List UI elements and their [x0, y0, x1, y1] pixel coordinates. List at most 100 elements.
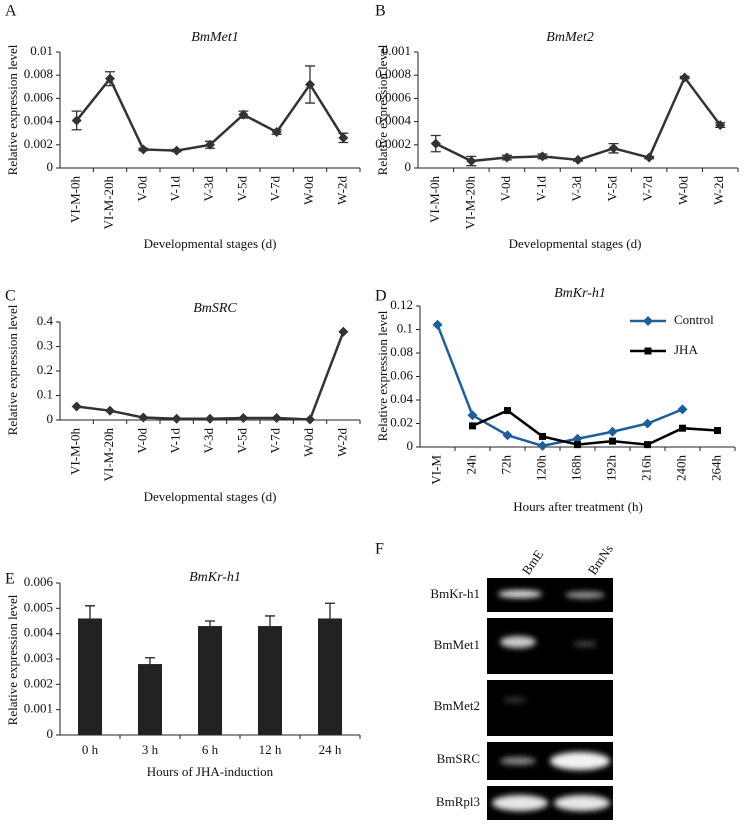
x-tick-label: 120h: [533, 455, 548, 482]
gel-row-label: BmMet1: [434, 637, 480, 652]
x-tick-label: V-1d: [168, 176, 183, 202]
y-tick-label: 0.0008: [375, 66, 411, 81]
gel-box: [487, 680, 613, 736]
x-tick-label: 192h: [603, 455, 618, 482]
legend-label: JHA: [674, 342, 698, 357]
error-bar: [145, 657, 155, 672]
marker: [305, 414, 315, 425]
marker: [607, 426, 618, 437]
x-tick-label: 0 h: [82, 742, 99, 757]
x-tick-label: 72h: [498, 455, 513, 475]
bar: [198, 626, 222, 735]
x-axis-label: Developmental stages (d): [144, 489, 277, 504]
y-tick-label: 0.008: [24, 66, 53, 81]
band: [503, 697, 527, 703]
x-tick-label: V-3d: [201, 176, 216, 202]
y-tick-label: 0.001: [382, 43, 411, 58]
y-tick-label: 0.1: [397, 320, 413, 335]
y-tick-label: 0.08: [390, 344, 413, 359]
band: [550, 752, 610, 770]
y-axis-label: Relative expression level: [5, 304, 20, 435]
marker: [642, 418, 653, 429]
x-tick-label: VI-M-20h: [462, 176, 477, 230]
x-tick-label: VI-M-0h: [68, 176, 83, 223]
x-tick-label: VI-M-0h: [427, 176, 442, 223]
line: [76, 331, 345, 421]
band: [492, 795, 548, 811]
marker: [71, 401, 82, 412]
y-tick-label: 0.005: [24, 599, 53, 614]
y-tick-label: 0.02: [390, 414, 413, 429]
y-tick-label: 0.003: [24, 650, 53, 665]
y-tick-label: 0.004: [24, 113, 54, 128]
gel-row-label: BmRpl3: [436, 794, 480, 809]
error-bar: [325, 602, 335, 635]
x-tick-label: V-0d: [498, 176, 513, 202]
marker: [537, 151, 548, 162]
line: [472, 409, 718, 446]
bar: [78, 618, 102, 735]
marker: [609, 437, 616, 445]
lane-label: BmNs: [585, 542, 616, 578]
y-tick-label: 0: [47, 411, 54, 426]
gel-panel: F BmE BmNs BmKr-h1 BmMet1 BmMet2 BmSRC B…: [375, 541, 616, 820]
panel-letter: D: [375, 288, 387, 305]
x-axis-label: Developmental stages (d): [509, 236, 642, 251]
marker: [238, 413, 249, 424]
x-tick-label: V-1d: [533, 176, 548, 202]
panel-letter: F: [375, 541, 384, 558]
marker: [138, 412, 149, 423]
marker: [171, 145, 182, 156]
x-tick-label: 3 h: [142, 742, 159, 757]
error-bar: [205, 620, 215, 632]
marker: [644, 152, 655, 163]
marker: [539, 432, 546, 440]
x-tick-label: V-0d: [134, 428, 149, 454]
x-tick-label: 216h: [638, 455, 653, 482]
y-tick-label: 0: [405, 159, 412, 174]
marker: [271, 413, 282, 424]
x-tick-label: V-3d: [569, 176, 584, 202]
x-tick-label: 240h: [673, 455, 688, 482]
marker: [105, 73, 115, 84]
panel-letter: E: [5, 571, 15, 588]
x-tick-label: V-1d: [168, 428, 183, 454]
y-tick-label: 0.12: [390, 297, 413, 312]
y-axis-label: Relative expression level: [375, 310, 390, 441]
marker: [469, 422, 476, 430]
chart-title: BmMet2: [546, 30, 593, 45]
bar: [318, 618, 342, 735]
x-tick-label: 168h: [568, 455, 583, 482]
chart-panel: C BmSRC Relative expression level Developme…: [5, 288, 361, 504]
marker: [537, 440, 548, 451]
y-axis-label: Relative expression level: [5, 44, 20, 175]
band: [573, 641, 597, 647]
band: [565, 591, 605, 599]
y-tick-label: 0.0002: [375, 136, 411, 151]
y-tick-label: 0.1: [37, 386, 53, 401]
y-tick-label: 0: [47, 159, 54, 174]
marker: [501, 152, 512, 163]
x-tick-label: W-0d: [301, 176, 316, 205]
marker: [171, 413, 182, 424]
x-axis-label: Hours of JHA-induction: [147, 764, 274, 779]
x-tick-label: V-7d: [268, 428, 283, 454]
marker: [466, 156, 477, 167]
marker: [338, 132, 349, 143]
panel-letter: C: [5, 288, 16, 305]
y-tick-label: 0.04: [390, 391, 413, 406]
x-tick-label: 264h: [708, 455, 723, 482]
error-bar: [85, 605, 95, 632]
line: [436, 324, 683, 448]
marker: [643, 316, 653, 326]
x-tick-label: W-2d: [334, 428, 349, 457]
chart-title: BmSRC: [193, 301, 237, 316]
x-tick-label: VI-M-20h: [101, 176, 116, 230]
marker: [502, 430, 513, 441]
marker: [138, 144, 149, 155]
chart-panel: D BmKr-h1 Relative expression level Hours a…: [375, 286, 736, 514]
marker: [679, 424, 686, 432]
band: [554, 795, 610, 811]
marker: [238, 109, 249, 120]
